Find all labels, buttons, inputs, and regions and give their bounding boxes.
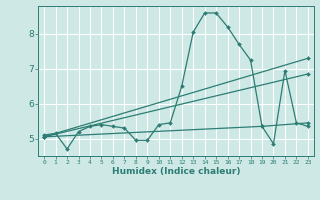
X-axis label: Humidex (Indice chaleur): Humidex (Indice chaleur) <box>112 167 240 176</box>
